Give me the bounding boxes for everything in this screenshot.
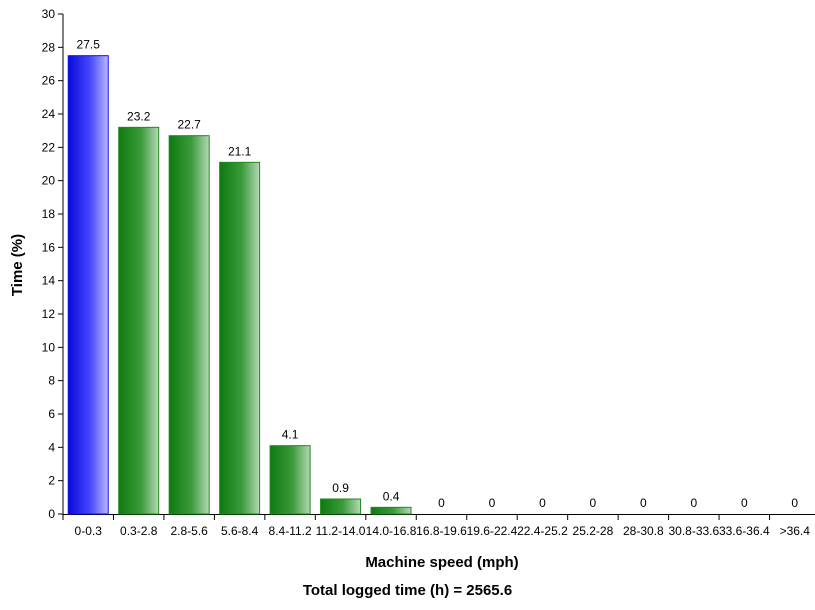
bar — [67, 55, 109, 515]
x-tick-label: 5.6-8.4 — [221, 524, 259, 538]
x-tick-label: 25.2-28 — [573, 524, 614, 538]
y-tick-label: 12 — [42, 307, 56, 321]
bars — [67, 55, 412, 515]
y-tick-label: 4 — [48, 440, 55, 454]
y-tick-label: 16 — [42, 240, 56, 254]
bar-value-label: 23.2 — [127, 109, 151, 123]
x-tick-label: 2.8-5.6 — [170, 524, 208, 538]
y-tick-label: 24 — [42, 107, 56, 121]
x-tick-label: 28-30.8 — [623, 524, 664, 538]
bar — [269, 445, 311, 515]
y-tick-label: 8 — [48, 374, 55, 388]
bar — [370, 506, 412, 515]
y-tick-label: 20 — [42, 174, 56, 188]
y-axis-title: Time (%) — [9, 234, 26, 296]
y-tick-label: 30 — [42, 7, 56, 21]
x-tick-label: 22.4-25.2 — [517, 524, 568, 538]
x-axis: 0-0.3 0.3-2.8 2.8-5.6 5.6-8.4 8.4-11.2 11.2-1… — [62, 514, 815, 538]
bar-value-label: 0 — [690, 496, 697, 510]
x-tick-label: >36.4 — [780, 524, 811, 538]
x-tick-label: 30.8-33.6 — [668, 524, 719, 538]
x-tick-label: 0.3-2.8 — [120, 524, 158, 538]
x-tick-label: 8.4-11.2 — [269, 524, 312, 538]
x-tick-label: 33.6-36.4 — [719, 524, 770, 538]
x-tick-label: 19.6-22.4 — [467, 524, 518, 538]
bar-value-label: 0 — [438, 496, 445, 510]
bar — [118, 126, 160, 515]
bar-value-label: 0 — [640, 496, 647, 510]
bar-value-label: 0 — [791, 496, 798, 510]
y-tick-label: 26 — [42, 74, 56, 88]
bar-value-label: 21.1 — [228, 144, 252, 158]
bar-value-label: 0.9 — [332, 481, 349, 495]
bar-value-label: 22.7 — [177, 118, 201, 132]
total-logged-time: Total logged time (h) = 2565.6 — [302, 582, 513, 599]
bar-value-label: 4.1 — [282, 428, 299, 442]
bar — [320, 498, 362, 515]
y-tick-label: 14 — [42, 274, 56, 288]
y-tick-label: 10 — [42, 340, 56, 354]
bar — [219, 161, 261, 515]
y-tick-label: 28 — [42, 40, 56, 54]
y-tick-label: 6 — [48, 407, 55, 421]
bar-value-label: 0.4 — [383, 489, 400, 503]
y-tick-label: 0 — [48, 507, 55, 521]
value-labels: 27.5 23.2 22.7 21.1 4.1 0.9 0.4 0 0 0 0 0 0 0 0 — [77, 38, 799, 510]
bar-value-label: 0 — [590, 496, 597, 510]
bar-value-label: 0 — [741, 496, 748, 510]
x-axis-title: Machine speed (mph) — [365, 554, 518, 571]
x-tick-label: 11.2-14.0 — [316, 524, 366, 538]
x-tick-label: 16.8-19.6 — [416, 524, 467, 538]
bar-value-label: 27.5 — [77, 38, 101, 52]
x-tick-label: 0-0.3 — [75, 524, 103, 538]
y-tick-label: 2 — [48, 474, 55, 488]
x-tick-label: 14.0-16.8 — [366, 524, 417, 538]
bar — [168, 135, 210, 515]
y-tick-label: 22 — [42, 140, 56, 154]
y-tick-label: 18 — [42, 207, 56, 221]
bar-value-label: 0 — [489, 496, 496, 510]
bar-value-label: 0 — [539, 496, 546, 510]
